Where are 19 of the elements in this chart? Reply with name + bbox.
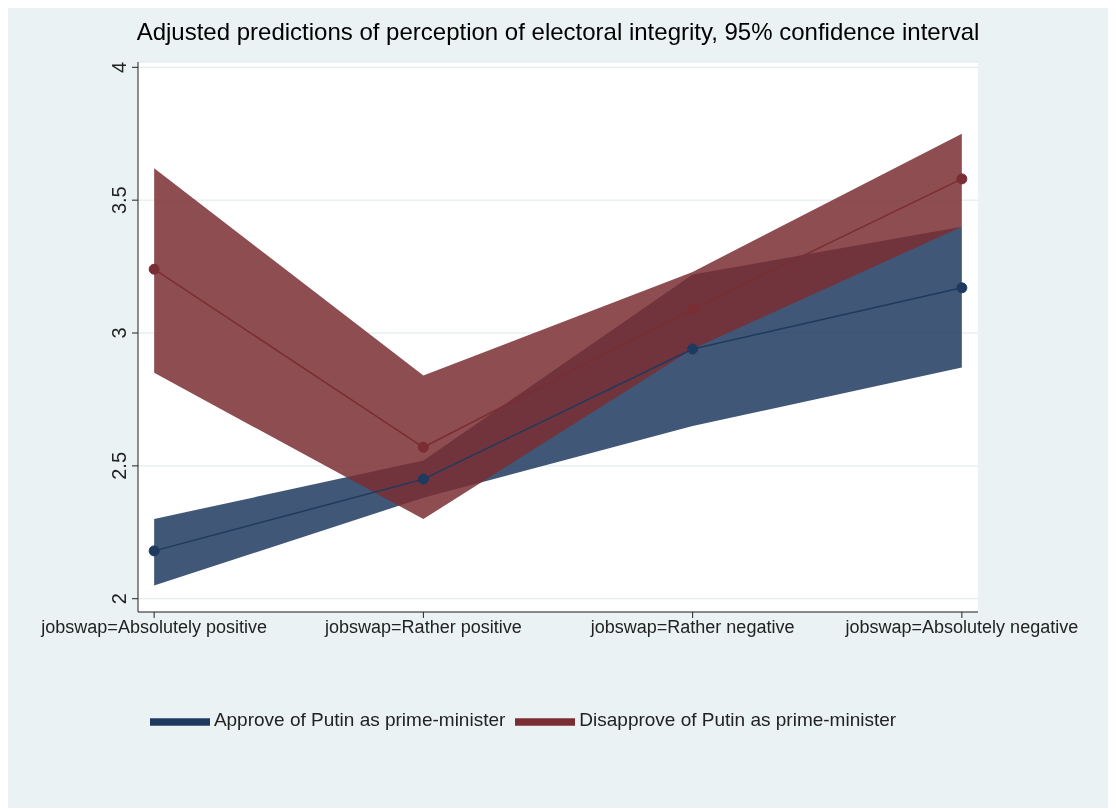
point [417,473,429,485]
y-tick-label: 4 [108,61,130,73]
x-tick-label: jobswap=Absolutely positive [40,616,267,637]
legend-label: Approve of Putin as prime-minister [213,709,506,731]
point [417,441,429,453]
point [148,263,160,275]
chart-title: Adjusted predictions of perception of electoral integrity, 95% confidence interval [135,18,981,46]
y-tick-label: 2 [108,593,130,605]
point [687,343,699,355]
point [956,282,968,294]
y-tick-label: 2.5 [108,451,130,480]
x-tick-label: jobswap=Rather negative [589,616,795,637]
y-tick-label: 3 [108,327,130,339]
y-tick-label: 3.5 [108,186,130,215]
x-tick-label: jobswap=Rather positive [324,616,522,637]
x-tick-label: jobswap=Absolutely negative [844,616,1079,637]
point [956,173,968,185]
legend-label: Disapprove of Putin as prime-minister [579,709,897,731]
point [148,545,160,557]
